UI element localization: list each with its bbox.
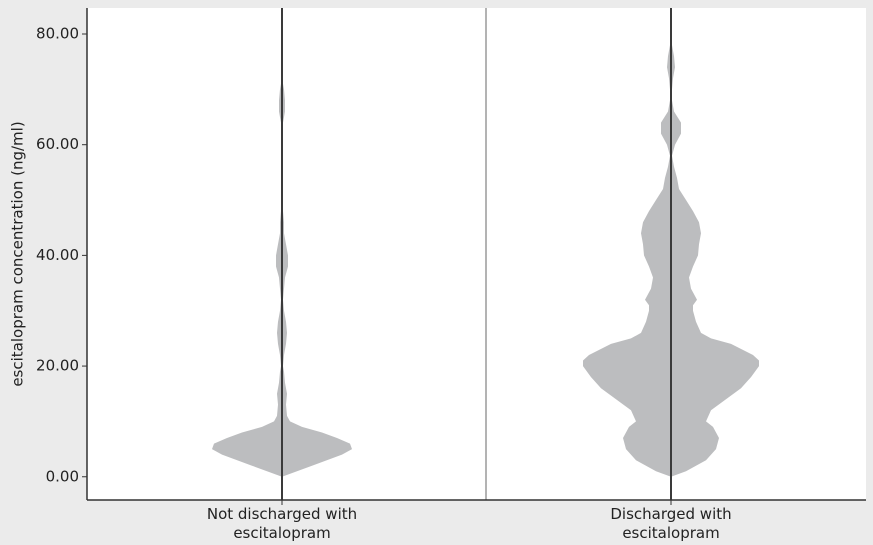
y-tick-label: 20.00 — [36, 357, 79, 375]
y-tick-label: 60.00 — [36, 135, 79, 153]
y-tick-label: 80.00 — [36, 25, 79, 43]
y-axis-title: escitalopram concentration (ng/ml) — [9, 121, 27, 386]
y-tick-label: 40.00 — [36, 246, 79, 264]
y-tick-label: 0.00 — [46, 467, 79, 485]
plot-area — [87, 8, 866, 500]
x-tick-label: Not discharged with escitalopram — [206, 505, 358, 542]
x-tick-label: Discharged with escitalopram — [610, 505, 732, 542]
